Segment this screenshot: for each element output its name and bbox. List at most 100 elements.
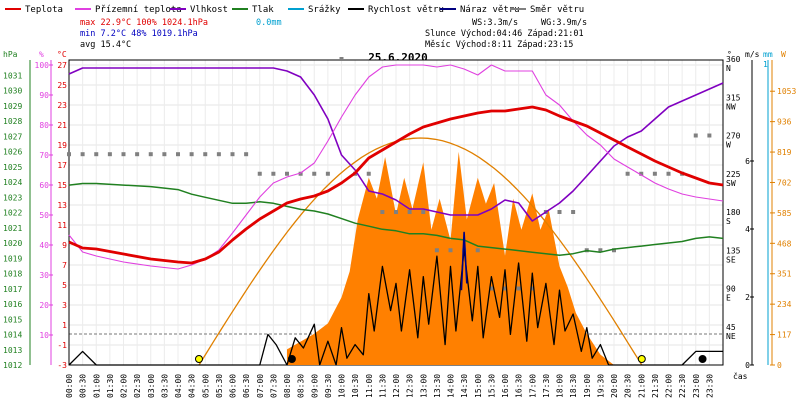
wind-direction-point (94, 152, 99, 157)
tick-label: 1024 (3, 178, 22, 187)
x-tick-label: 11:00 (365, 374, 374, 398)
x-tick-label: 12:00 (392, 374, 401, 398)
x-tick-label: 16:00 (501, 374, 510, 398)
tick-label: 1053 (777, 87, 796, 96)
wind-direction-point (557, 210, 562, 214)
tick-label: 1021 (3, 224, 22, 233)
tick-label: 80 (39, 121, 49, 130)
tick-label: 1015 (3, 315, 22, 324)
tick-label: 25 (57, 81, 67, 90)
tick-label: 60 (39, 181, 49, 190)
tick-label: 0 (745, 361, 750, 370)
wind-direction-point (421, 210, 426, 214)
x-tick-label: 01:30 (106, 374, 115, 398)
x-tick-label: 03:30 (160, 374, 169, 398)
x-tick-label: 22:00 (665, 374, 674, 398)
wind-direction-point (162, 152, 167, 157)
x-tick-label: 09:00 (310, 374, 319, 398)
tick-label: 1031 (3, 71, 22, 80)
tick-label: 225 (726, 170, 741, 179)
tick-label: 1022 (3, 209, 22, 218)
tick-label: 6 (745, 157, 750, 166)
clear-sky-line (198, 137, 643, 366)
wind-direction-point (598, 248, 603, 253)
wind-direction-point (312, 171, 317, 176)
stat-ws: WS:3.3m/s (472, 18, 518, 28)
tick-label: 4 (745, 225, 750, 234)
wind-direction-point (216, 152, 221, 157)
x-tick-label: 18:30 (569, 374, 578, 398)
x-tick-label: 11:30 (378, 374, 387, 398)
tick-label: 135 (726, 246, 741, 255)
tick-label: 0 (777, 361, 782, 370)
tick-label: E (726, 294, 731, 303)
tick-label: S (726, 217, 731, 226)
wind-direction-point (530, 286, 535, 291)
tick-label: SW (726, 179, 736, 188)
tick-label: 1027 (3, 132, 22, 141)
x-tick-label: 00:30 (79, 374, 88, 398)
series-line (68, 248, 723, 366)
tick-label: 234 (777, 300, 792, 309)
legend-label: Teplota (25, 5, 63, 15)
tick-label: W (726, 141, 731, 150)
tick-label: 5 (62, 281, 67, 290)
tick-label: 1026 (3, 148, 22, 157)
wind-direction-point (121, 152, 126, 157)
tick-label: 1 (763, 60, 768, 69)
x-tick-label: 20:00 (610, 374, 619, 398)
tick-label: 17 (57, 161, 67, 170)
tick-label: 1018 (3, 270, 22, 279)
tick-label: 21 (57, 121, 67, 130)
unit-pct: % (39, 50, 44, 59)
clear-sky-curve (198, 137, 643, 366)
stat-wg: WG:3.9m/s (541, 18, 587, 28)
axis-units: hPa % °C ° m/s mm W čas (3, 50, 786, 381)
tick-label: 1019 (3, 254, 22, 263)
wind-direction-point (285, 171, 289, 176)
wind-direction-point (380, 210, 385, 214)
tick-label: 1013 (3, 346, 22, 355)
series-line (68, 67, 724, 222)
tick-label: 30 (39, 271, 49, 280)
tick-label: 15 (57, 181, 67, 190)
tick-label: 585 (777, 209, 792, 218)
wind-direction-point (67, 152, 71, 157)
x-tick-label: 19:30 (596, 374, 605, 398)
unit-hpa: hPa (3, 50, 18, 59)
x-tick-label: 17:30 (542, 374, 551, 398)
tick-label: 117 (777, 331, 792, 340)
legend-label: Tlak (252, 5, 274, 15)
unit-w: W (781, 50, 786, 59)
legend-label: Rychlost větru (368, 5, 444, 15)
tick-label: 936 (777, 118, 792, 127)
legend-label: Náraz větru (460, 5, 520, 15)
x-tick-label: 20:30 (624, 374, 633, 398)
tick-label: 3 (62, 301, 67, 310)
tick-label: 1025 (3, 163, 22, 172)
x-tick-label: 04:00 (174, 374, 183, 398)
tick-label: 70 (39, 151, 49, 160)
wind-direction-point (448, 248, 453, 253)
x-tick-label: 02:00 (120, 374, 129, 398)
wind-direction-point (503, 286, 507, 291)
wind-direction-point (571, 210, 576, 214)
moon-marker (287, 355, 296, 363)
moon-marker (698, 355, 707, 363)
legend-label: Vlhkost (190, 5, 228, 15)
stat-max: max 22.9°C 100% 1024.1hPa (80, 18, 208, 28)
x-tick-label: 17:00 (528, 374, 537, 398)
wind-direction-point (434, 248, 439, 253)
wind-direction-point (693, 133, 698, 138)
x-tick-label: 12:30 (406, 374, 415, 398)
tick-label: 360 (726, 55, 741, 64)
unit-time: čas (733, 371, 748, 381)
stats-panel: max 22.9°C 100% 1024.1hPa 0.0mm min 7.2°… (80, 18, 587, 50)
wind-direction-point (80, 152, 85, 157)
tick-label: 1023 (3, 193, 22, 202)
stat-avg: avg 15.4°C (80, 40, 131, 50)
tick-label: 702 (777, 178, 792, 187)
series-lines (68, 64, 724, 366)
tick-label: 1012 (3, 361, 22, 370)
